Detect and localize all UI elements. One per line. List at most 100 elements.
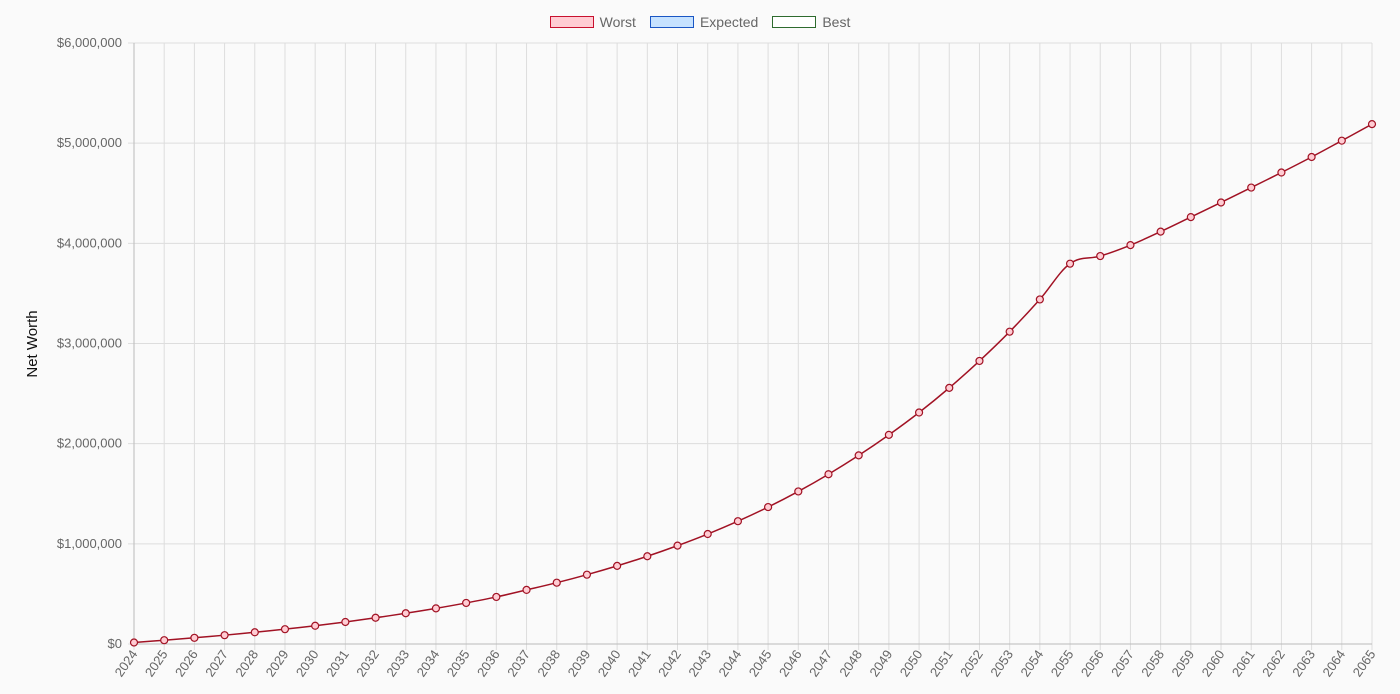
data-point-worst bbox=[1307, 152, 1316, 162]
x-tick-label: 2056 bbox=[1078, 647, 1107, 679]
legend-swatch-best bbox=[772, 16, 817, 28]
data-point-worst bbox=[1096, 251, 1105, 261]
legend-swatch-worst bbox=[549, 16, 594, 28]
legend-item-worst[interactable]: Worst bbox=[549, 14, 636, 30]
data-point-worst bbox=[1065, 259, 1075, 268]
data-point-worst bbox=[1126, 241, 1135, 250]
y-tick-label: $3,000,000 bbox=[57, 336, 122, 351]
x-tick-label: 2041 bbox=[625, 647, 654, 679]
axes bbox=[133, 43, 1372, 645]
x-tick-label: 2061 bbox=[1229, 647, 1258, 679]
y-tick-label: $6,000,000 bbox=[57, 35, 122, 50]
data-point-worst bbox=[1005, 327, 1014, 336]
legend-item-expected[interactable]: Expected bbox=[649, 14, 759, 30]
data-point-worst bbox=[613, 561, 622, 570]
legend-swatch-expected bbox=[649, 16, 694, 28]
data-point-worst bbox=[250, 628, 259, 637]
y-tick-label: $1,000,000 bbox=[57, 536, 122, 551]
data-point-worst bbox=[945, 383, 954, 392]
data-point-worst bbox=[1186, 212, 1195, 222]
y-axis-ticks: $0 $1,000,000 $2,000,000 $3,000,000 $4,000,0… bbox=[57, 35, 122, 651]
x-tick-label: 2035 bbox=[444, 647, 473, 679]
x-axis-ticks: 2024 2025 2026 2027 2028 2029 2030 2031 2032 2033… bbox=[112, 647, 1379, 679]
x-tick-label: 2054 bbox=[1017, 647, 1046, 679]
series-worst bbox=[129, 120, 1377, 647]
data-point-worst bbox=[220, 631, 229, 640]
data-point-worst bbox=[854, 451, 863, 460]
x-tick-label: 2032 bbox=[353, 647, 382, 679]
data-point-worst bbox=[160, 636, 169, 645]
x-tick-label: 2025 bbox=[142, 647, 171, 679]
data-point-worst bbox=[824, 470, 833, 479]
x-tick-label: 2064 bbox=[1319, 647, 1348, 679]
data-point-worst bbox=[522, 585, 531, 595]
data-point-worst bbox=[401, 609, 410, 618]
data-point-worst bbox=[1035, 295, 1044, 304]
x-tick-label: 2036 bbox=[474, 647, 503, 679]
x-tick-label: 2063 bbox=[1289, 647, 1318, 679]
data-point-worst bbox=[341, 617, 350, 627]
legend-label-expected: Expected bbox=[699, 14, 759, 30]
x-tick-label: 2031 bbox=[323, 647, 352, 679]
x-tick-label: 2039 bbox=[565, 647, 594, 679]
data-point-worst bbox=[129, 638, 139, 647]
x-tick-label: 2029 bbox=[263, 647, 292, 679]
data-point-worst bbox=[492, 592, 501, 602]
x-tick-label: 2058 bbox=[1138, 647, 1167, 679]
data-point-worst bbox=[1337, 136, 1346, 145]
x-tick-label: 2037 bbox=[504, 647, 533, 679]
x-tick-label: 2027 bbox=[202, 647, 231, 679]
data-point-worst bbox=[1216, 198, 1226, 207]
y-tick-label: $2,000,000 bbox=[57, 436, 122, 451]
series-line-worst bbox=[133, 123, 1373, 644]
x-tick-label: 2045 bbox=[746, 647, 775, 679]
x-tick-label: 2047 bbox=[806, 647, 835, 679]
y-axis-label: Net Worth bbox=[24, 310, 41, 377]
x-tick-label: 2042 bbox=[655, 647, 684, 679]
x-tick-label: 2044 bbox=[715, 647, 744, 679]
x-tick-label: 2034 bbox=[414, 647, 443, 679]
x-tick-label: 2060 bbox=[1199, 647, 1228, 679]
x-tick-label: 2038 bbox=[534, 647, 563, 679]
y-tick-label: $0 bbox=[108, 636, 122, 651]
data-point-worst bbox=[1367, 120, 1377, 129]
x-tick-label: 2043 bbox=[685, 647, 714, 679]
y-tick-label: $5,000,000 bbox=[57, 135, 122, 150]
data-point-worst bbox=[311, 621, 320, 630]
x-tick-label: 2057 bbox=[1108, 647, 1137, 679]
data-point-worst bbox=[371, 613, 380, 622]
x-tick-label: 2030 bbox=[293, 647, 322, 679]
data-point-worst bbox=[884, 430, 893, 439]
legend-label-best: Best bbox=[822, 14, 851, 30]
data-point-worst bbox=[673, 541, 682, 550]
legend-label-worst: Worst bbox=[599, 14, 636, 30]
data-point-worst bbox=[552, 578, 561, 587]
chart-legend: Worst Expected Best bbox=[0, 14, 1400, 30]
x-tick-label: 2049 bbox=[866, 647, 895, 679]
data-point-worst bbox=[1156, 227, 1165, 236]
x-tick-label: 2028 bbox=[232, 647, 261, 679]
data-point-worst bbox=[794, 487, 803, 496]
data-point-worst bbox=[975, 356, 984, 366]
x-tick-label: 2052 bbox=[957, 647, 986, 679]
x-tick-label: 2062 bbox=[1259, 647, 1288, 679]
data-point-worst bbox=[703, 529, 712, 539]
x-tick-label: 2050 bbox=[897, 647, 926, 679]
x-tick-label: 2024 bbox=[112, 647, 141, 679]
legend-item-best[interactable]: Best bbox=[772, 14, 850, 30]
x-tick-label: 2059 bbox=[1168, 647, 1197, 679]
x-tick-label: 2048 bbox=[836, 647, 865, 679]
x-tick-label: 2033 bbox=[383, 647, 412, 679]
x-tick-label: 2053 bbox=[987, 647, 1016, 679]
y-tick-label: $4,000,000 bbox=[57, 235, 122, 250]
x-tick-label: 2040 bbox=[595, 647, 624, 679]
x-tick-label: 2055 bbox=[1048, 647, 1077, 679]
x-tick-label: 2051 bbox=[927, 647, 956, 679]
data-point-worst bbox=[643, 552, 652, 561]
data-point-worst bbox=[582, 570, 592, 579]
grid-lines bbox=[128, 42, 1373, 650]
data-point-worst bbox=[763, 502, 773, 512]
x-tick-label: 2026 bbox=[172, 647, 201, 679]
